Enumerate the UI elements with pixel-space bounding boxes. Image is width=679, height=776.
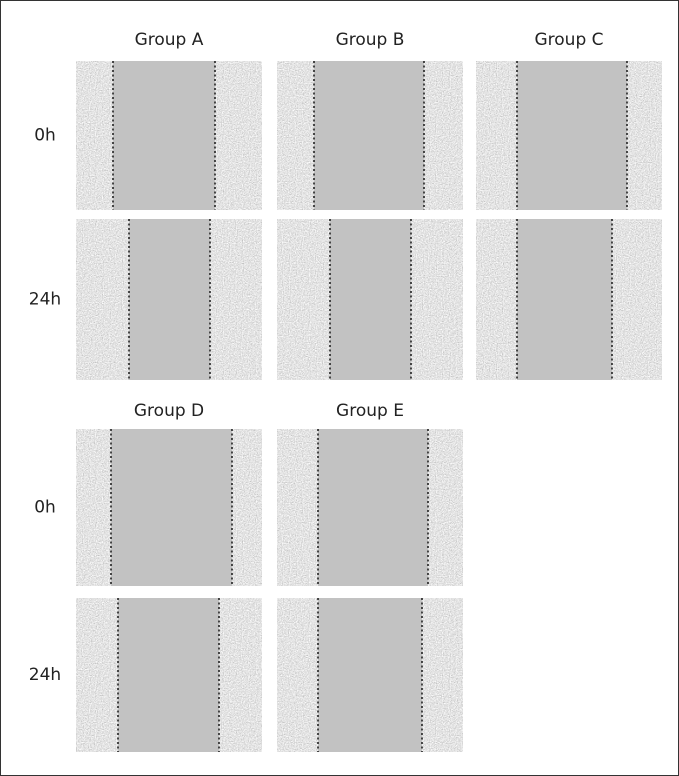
time-label: 0h <box>34 126 56 146</box>
group-label: Group B <box>336 30 405 50</box>
group-label: Group A <box>135 30 204 50</box>
scratch-gap <box>330 219 411 380</box>
scratch-gap <box>517 219 612 380</box>
group-label: Group C <box>534 30 603 50</box>
group-label: Group E <box>336 401 404 421</box>
time-label: 24h <box>29 665 61 685</box>
time-label: 0h <box>34 498 56 518</box>
time-label: 24h <box>29 290 61 310</box>
scratch-gap <box>318 429 428 586</box>
scratch-gap <box>113 61 215 210</box>
group-label: Group D <box>134 401 204 421</box>
scratch-gap <box>517 61 627 210</box>
scratch-gap <box>318 598 422 752</box>
scratch-gap <box>314 61 424 210</box>
scratch-gap <box>129 219 210 380</box>
figure: Group A Group B Group C 0h 24h Group D Group E… <box>0 0 679 776</box>
scratch-gap <box>118 598 219 752</box>
scratch-gap <box>111 429 232 586</box>
